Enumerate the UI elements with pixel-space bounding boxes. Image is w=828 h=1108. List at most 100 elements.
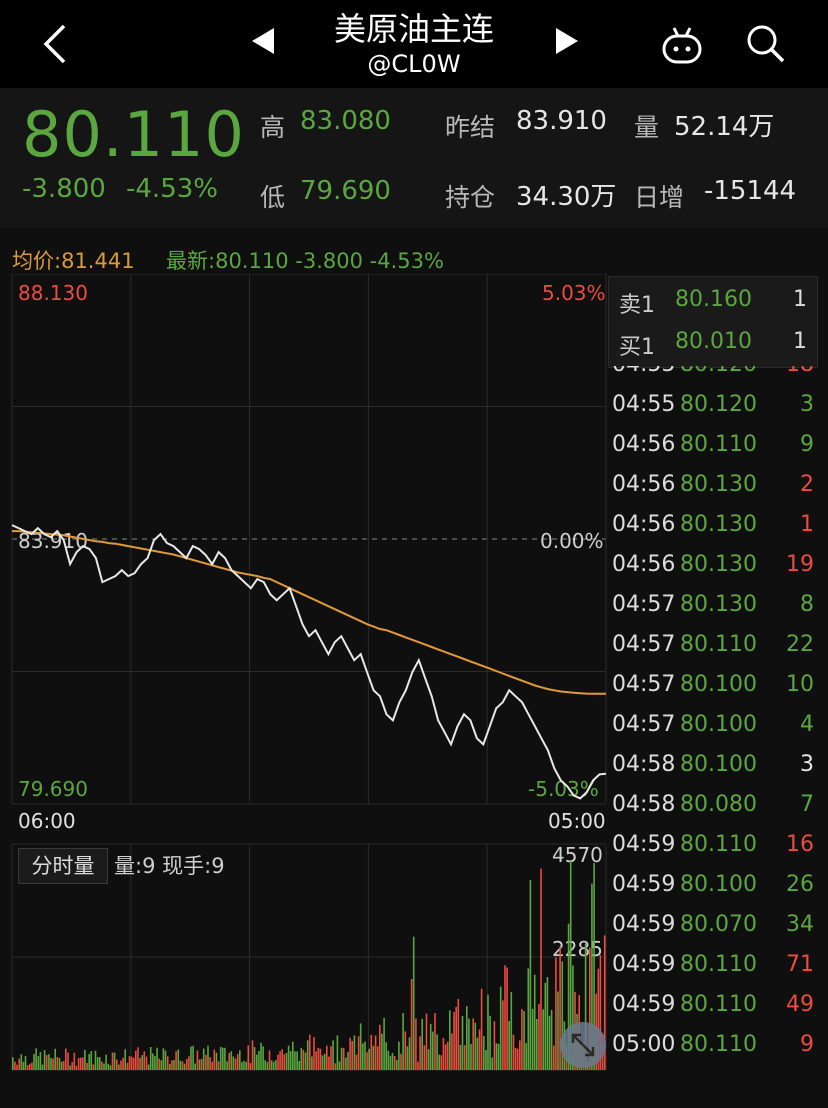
volume-bar (294, 1051, 296, 1070)
volume-bar (559, 946, 561, 1070)
volume-bar (107, 1063, 110, 1070)
robot-assistant-icon[interactable] (660, 26, 704, 66)
trade-qty: 18 (786, 366, 814, 377)
volume-bar (523, 1011, 525, 1070)
volume-bar (145, 1056, 148, 1070)
volume-bar (99, 1057, 101, 1070)
volume-bar (247, 1045, 250, 1070)
volume-bar (205, 1054, 207, 1070)
volume-bar (406, 1046, 409, 1070)
volume-bar (103, 1063, 105, 1070)
volume-bar (86, 1063, 88, 1070)
volume-bar (389, 1055, 392, 1070)
volume-bar (440, 1055, 443, 1070)
volume-mode-button[interactable]: 分时量 (18, 848, 108, 884)
volume-bar (186, 1059, 188, 1070)
volume-bar (548, 1015, 551, 1070)
volume-bar (22, 1061, 25, 1070)
latest-change: -3.800 (295, 249, 363, 273)
volume-bar (217, 1061, 220, 1070)
trade-qty: 71 (786, 952, 814, 977)
volume-bar (84, 1049, 86, 1070)
volume-bar (400, 1053, 402, 1070)
volume-bar (334, 1063, 337, 1070)
volume-bar (177, 1049, 180, 1070)
trade-row: 04:57 80.100 10 (608, 666, 828, 706)
volume-bar (561, 961, 564, 1070)
trade-price: 80.110 (680, 952, 757, 977)
volume-bar (374, 1035, 377, 1070)
volume-bar (12, 1057, 14, 1070)
volume-bar (135, 1050, 137, 1070)
volume-bar (35, 1048, 37, 1070)
trade-price: 80.110 (680, 1032, 757, 1057)
trade-row: 04:57 80.130 8 (608, 586, 828, 626)
volume-bar (474, 1022, 477, 1070)
trade-price: 80.080 (680, 792, 757, 817)
volume-bar (120, 1060, 122, 1070)
ask-qty: 1 (793, 287, 807, 312)
volume-bar (336, 1035, 339, 1070)
volume-bar (211, 1061, 213, 1070)
volume-bar (92, 1064, 95, 1070)
search-icon[interactable] (744, 22, 786, 64)
volume-bar (77, 1058, 80, 1070)
volume-bar (73, 1052, 76, 1070)
trade-qty: 2 (800, 472, 814, 497)
volume-bar (281, 1049, 283, 1070)
bid-label: 买1 (619, 335, 655, 360)
volume-bar (438, 1054, 440, 1070)
trade-row: 04:56 80.130 2 (608, 466, 828, 506)
trade-qty: 1 (800, 512, 814, 537)
volume-bars (12, 860, 606, 1070)
volume-bar (152, 1053, 154, 1070)
volume-bar (366, 1052, 368, 1070)
trade-ticker-list[interactable]: 04:5580.1201804:5580.120304:5680.110904:… (608, 366, 828, 1070)
expand-chart-button[interactable] (560, 1022, 606, 1068)
volume-bar (198, 1059, 201, 1070)
order-book: 卖1 80.160 1 买1 80.010 1 (608, 276, 818, 368)
volume-bar (533, 974, 536, 1070)
trade-row: 04:57 80.110 22 (608, 626, 828, 666)
latest-change-percent: -4.53% (369, 249, 444, 273)
volume-bar (415, 1018, 417, 1070)
trade-row: 04:56 80.110 9 (608, 426, 828, 466)
volume-bar (268, 1050, 271, 1070)
volume-bar (71, 1062, 73, 1070)
volume-bar (489, 1015, 491, 1070)
volume-bar (309, 1034, 311, 1070)
volume-bar (504, 965, 506, 1070)
intraday-chart[interactable]: 88.130 5.03% 83.910 0.00% 79.690 -5.03% … (0, 274, 608, 1074)
volume-info-value: 9 (142, 854, 156, 878)
volume-bar (485, 1050, 487, 1070)
trade-price: 80.130 (680, 552, 757, 577)
volume-bar (332, 1040, 334, 1070)
volume-bar (239, 1050, 241, 1070)
volume-bar (260, 1042, 262, 1070)
volume-bar (468, 1018, 470, 1070)
back-icon[interactable] (38, 22, 74, 66)
price-line (11, 524, 607, 800)
trade-row: 04:56 80.130 1 (608, 506, 828, 546)
order-book-bid[interactable]: 买1 80.010 1 (609, 321, 817, 365)
prev-contract-arrow-icon[interactable] (252, 28, 274, 54)
volume-bar (226, 1061, 228, 1070)
volume-bar (423, 1045, 426, 1070)
volume-bar (118, 1064, 120, 1070)
quote-panel (0, 88, 828, 228)
volume-bar (540, 868, 542, 1070)
volume-bar (383, 1017, 385, 1070)
volume-bar (124, 1049, 126, 1070)
volume-bar (497, 1043, 500, 1070)
volume-bar (175, 1051, 177, 1070)
next-contract-arrow-icon[interactable] (556, 28, 578, 54)
volume-bar (584, 943, 587, 1070)
order-book-ask[interactable]: 卖1 80.160 1 (609, 277, 817, 321)
volume-bar (169, 1064, 171, 1070)
volume-bar (149, 1047, 152, 1070)
volume-bar (569, 860, 572, 1070)
volume-bar (52, 1058, 54, 1070)
volume-bar (538, 1004, 540, 1070)
volume-bar (521, 1009, 523, 1070)
mid-pct-label: 0.00% (540, 529, 604, 553)
